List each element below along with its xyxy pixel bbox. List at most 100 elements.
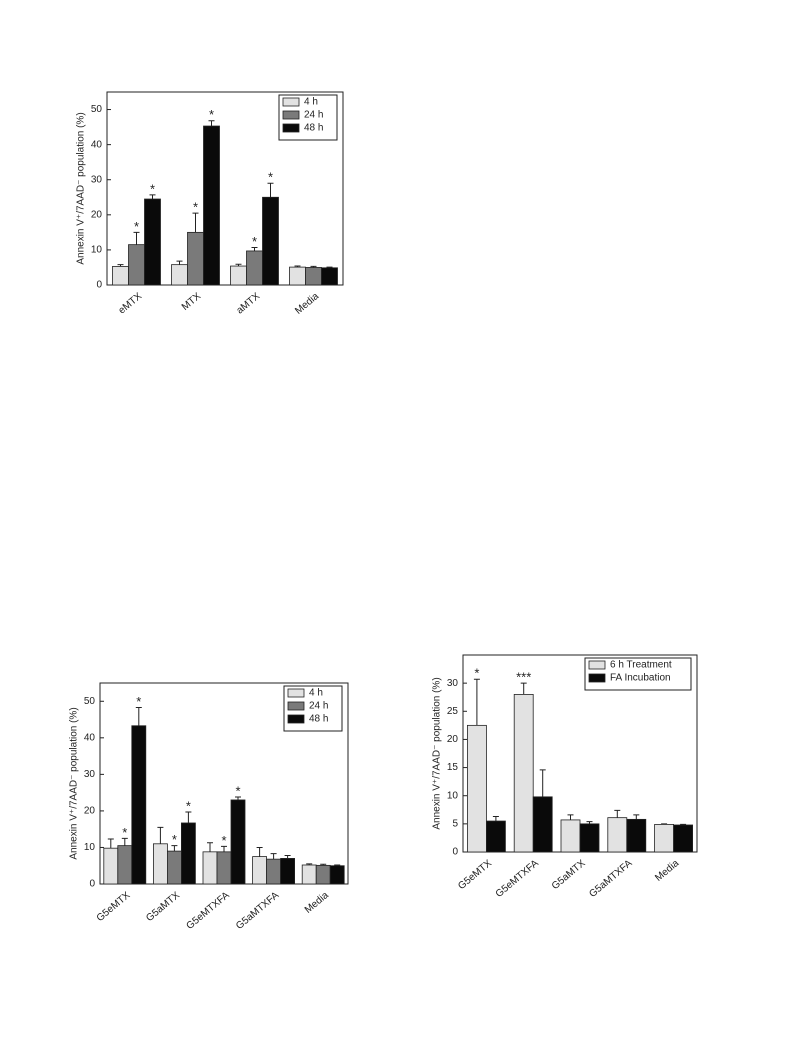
y-axis-label: Annexin V⁺/7AAD⁻ population (%) [432,677,443,829]
legend-swatch [282,110,300,120]
error-bar [326,266,333,268]
bar [202,851,218,885]
error-bar [310,265,317,268]
x-tick-label: G5aMTX [550,858,588,892]
error-bar [539,769,546,797]
bar [131,725,147,885]
legend-swatch [282,123,300,133]
y-tick-label: 20 [91,209,103,220]
bar [513,694,534,853]
bar [144,198,161,286]
y-tick-label: 15 [447,762,459,773]
error-bar [306,863,313,865]
significance-label: * [209,107,214,122]
bar [673,824,693,853]
y-tick-label: 10 [84,842,96,853]
y-tick-label: 0 [452,847,458,858]
error-bar [284,854,291,859]
error-bar [149,194,156,200]
y-tick-label: 10 [447,790,459,801]
error-bar [208,120,215,127]
significance-label: * [474,666,479,681]
significance-label: * [252,234,257,249]
error-bar [235,263,242,267]
y-tick-label: 40 [91,139,103,150]
y-tick-label: 20 [84,806,96,817]
error-bar [235,796,241,800]
y-tick-label: 0 [89,879,95,890]
error-bar [294,265,301,268]
bar [654,824,674,853]
error-bar [680,823,687,825]
bar [117,845,133,885]
legend-label: 6 h Treatment [610,660,672,671]
y-tick-label: 25 [447,706,459,717]
x-tick-label: Media [303,890,331,916]
x-tick-label: G5aMTX [144,890,182,924]
significance-label: * [122,825,127,840]
y-tick-label: 20 [447,734,459,745]
significance-label: * [186,798,191,813]
y-tick-label: 50 [91,104,103,115]
legend-label: 24 h [309,701,328,712]
significance-label: * [150,181,155,196]
error-bar [586,821,593,824]
x-tick-label: G5eMTXFA [185,890,232,932]
significance-label: * [268,170,273,185]
error-bar [320,863,327,866]
x-tick-label: aMTX [235,291,263,317]
legend-swatch [287,688,305,698]
y-tick-label: 50 [84,696,96,707]
error-bar [176,260,183,265]
bar [128,244,145,286]
y-tick-label: 30 [91,174,103,185]
significance-label: * [193,200,198,215]
error-bar [107,838,114,849]
y-tick-label: 10 [91,245,103,256]
significance-label: * [134,219,139,234]
x-tick-label: G5eMTXFA [494,858,541,900]
error-bar [614,809,621,818]
error-bar [334,864,341,866]
bar [203,125,220,286]
legend-swatch [287,701,305,711]
legend-frame [584,657,692,691]
error-bar [135,706,142,726]
error-bar [133,231,140,245]
error-bar [661,823,668,825]
bar [607,817,628,853]
error-bar [157,826,164,844]
bar [171,264,188,286]
bar [560,819,581,853]
bar [230,799,246,885]
legend-label: 24 h [304,110,323,121]
bar [321,267,338,286]
bar [230,265,247,286]
y-tick-label: 0 [96,280,102,291]
error-bar [567,814,574,820]
y-tick-label: 40 [84,732,96,743]
legend-label: FA Incubation [610,673,671,684]
legend-swatch [588,660,606,670]
bar [289,266,306,286]
error-bar [473,678,480,726]
x-tick-label: MTX [180,291,203,313]
legend-label: 48 h [309,714,328,725]
bar [103,847,119,885]
error-bar [207,842,213,852]
legend-frame [283,685,343,732]
y-tick-label: 30 [447,678,459,689]
bar [262,196,279,286]
error-bar [117,264,124,267]
x-tick-label: eMTX [117,291,145,317]
bar [152,843,168,885]
error-bar [171,845,178,852]
error-bar [121,837,128,846]
plot-frame [106,91,344,286]
x-tick-label: Media [293,291,321,317]
bar [246,250,263,286]
bar [252,856,268,885]
bar [216,851,232,885]
significance-label: * [136,694,141,709]
